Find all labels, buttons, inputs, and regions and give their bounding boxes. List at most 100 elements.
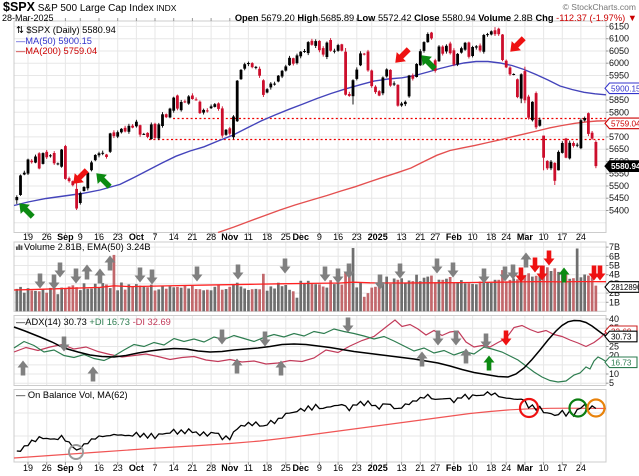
svg-text:2025: 2025 xyxy=(368,232,388,242)
svg-text:10: 10 xyxy=(539,232,549,242)
svg-text:6000: 6000 xyxy=(609,58,629,68)
svg-text:18: 18 xyxy=(262,232,272,242)
svg-text:21: 21 xyxy=(415,463,425,473)
svg-text:14: 14 xyxy=(169,463,179,473)
svg-text:Oct: Oct xyxy=(129,463,144,473)
svg-text:14: 14 xyxy=(169,232,179,242)
svg-text:Dec: Dec xyxy=(292,232,309,242)
svg-text:Mar: Mar xyxy=(517,463,534,473)
svg-text:16: 16 xyxy=(94,232,104,242)
svg-text:7: 7 xyxy=(152,232,157,242)
svg-text:40: 40 xyxy=(609,314,619,324)
svg-text:—MA(50) 5900.15: —MA(50) 5900.15 xyxy=(16,36,92,46)
svg-text:24: 24 xyxy=(501,232,511,242)
svg-text:24: 24 xyxy=(576,463,586,473)
svg-text:2025: 2025 xyxy=(368,463,388,473)
svg-text:10: 10 xyxy=(539,463,549,473)
svg-text:1B: 1B xyxy=(609,297,620,307)
svg-text:18: 18 xyxy=(486,232,496,242)
svg-text:28: 28 xyxy=(206,463,216,473)
svg-text:5759.04: 5759.04 xyxy=(611,119,639,128)
svg-text:11: 11 xyxy=(244,463,253,473)
svg-text:23: 23 xyxy=(113,232,123,242)
svg-text:5850: 5850 xyxy=(609,95,629,105)
svg-text:—MA(200) 5759.04: —MA(200) 5759.04 xyxy=(16,46,97,56)
svg-text:5500: 5500 xyxy=(609,181,629,191)
svg-text:28: 28 xyxy=(206,232,216,242)
svg-text:27: 27 xyxy=(430,463,440,473)
svg-text:5B: 5B xyxy=(609,261,620,271)
svg-text:5950: 5950 xyxy=(609,71,629,81)
svg-text:19: 19 xyxy=(23,232,33,242)
svg-text:Nov: Nov xyxy=(221,463,238,473)
svg-text:6B: 6B xyxy=(609,251,620,261)
svg-text:© StockCharts.com: © StockCharts.com xyxy=(563,2,636,12)
svg-text:21: 21 xyxy=(187,463,197,473)
svg-text:Sep: Sep xyxy=(57,463,74,473)
svg-text:10: 10 xyxy=(468,232,478,242)
svg-text:6050: 6050 xyxy=(609,46,629,56)
svg-text:21: 21 xyxy=(187,232,197,242)
svg-text:6100: 6100 xyxy=(609,34,629,44)
svg-text:Oct: Oct xyxy=(129,232,144,242)
svg-text:9: 9 xyxy=(317,463,322,473)
svg-text:Dec: Dec xyxy=(292,463,309,473)
svg-text:16: 16 xyxy=(333,463,343,473)
svg-text:5: 5 xyxy=(609,378,614,388)
svg-text:9: 9 xyxy=(78,232,83,242)
svg-text:Volume 2.81B, EMA(50) 3.24B: Volume 2.81B, EMA(50) 3.24B xyxy=(24,242,151,252)
svg-text:5450: 5450 xyxy=(609,193,629,203)
svg-text:25: 25 xyxy=(609,342,619,352)
svg-text:17: 17 xyxy=(557,463,567,473)
svg-text:4B: 4B xyxy=(609,270,620,280)
svg-text:5800: 5800 xyxy=(609,107,629,117)
svg-text:6150: 6150 xyxy=(609,21,629,31)
svg-text:11: 11 xyxy=(244,232,253,242)
svg-text:25: 25 xyxy=(281,463,291,473)
svg-text:28-Mar-2025: 28-Mar-2025 xyxy=(2,13,54,23)
svg-text:26: 26 xyxy=(42,232,52,242)
svg-text:⇅ $SPX (Daily) 5580.94: ⇅ $SPX (Daily) 5580.94 xyxy=(16,25,116,35)
svg-text:—ADX(14) 30.73 +DI 16.73 -DI 3: —ADX(14) 30.73 +DI 16.73 -DI 32.69 xyxy=(16,317,171,327)
svg-text:30.73: 30.73 xyxy=(611,333,632,342)
svg-text:2B: 2B xyxy=(609,288,620,298)
svg-text:24: 24 xyxy=(501,463,511,473)
svg-text:Feb: Feb xyxy=(446,232,463,242)
svg-text:Mar: Mar xyxy=(517,232,534,242)
svg-text:18: 18 xyxy=(486,463,496,473)
svg-text:27: 27 xyxy=(430,232,440,242)
svg-text:25: 25 xyxy=(281,232,291,242)
svg-text:Open 5679.20 High 5685.89 Low: Open 5679.20 High 5685.89 Low 5572.42 Cl… xyxy=(235,13,637,23)
svg-text:Sep: Sep xyxy=(57,232,74,242)
svg-text:5700: 5700 xyxy=(609,132,629,142)
svg-text:20: 20 xyxy=(609,351,619,361)
svg-text:13: 13 xyxy=(397,232,407,242)
svg-text:Nov: Nov xyxy=(221,232,238,242)
svg-text:$SPX S&P 500 Large Cap Index I: $SPX S&P 500 Large Cap Index INDX xyxy=(3,0,177,14)
svg-text:23: 23 xyxy=(352,232,362,242)
svg-text:Feb: Feb xyxy=(446,463,463,473)
svg-text:13: 13 xyxy=(397,463,407,473)
svg-text:10: 10 xyxy=(468,463,478,473)
svg-text:5550: 5550 xyxy=(609,169,629,179)
svg-text:16: 16 xyxy=(94,463,104,473)
svg-text:9: 9 xyxy=(317,232,322,242)
svg-text:5900.15: 5900.15 xyxy=(611,84,639,93)
svg-text:7B: 7B xyxy=(609,242,620,252)
svg-text:18: 18 xyxy=(262,463,272,473)
svg-text:21: 21 xyxy=(415,232,425,242)
svg-text:2812896: 2812896 xyxy=(611,283,639,292)
svg-text:16.73: 16.73 xyxy=(611,358,632,367)
svg-text:23: 23 xyxy=(113,463,123,473)
svg-text:17: 17 xyxy=(557,232,567,242)
svg-text:26: 26 xyxy=(42,463,52,473)
svg-text:5650: 5650 xyxy=(609,144,629,154)
svg-text:— On Balance Vol, MA(62): — On Balance Vol, MA(62) xyxy=(16,390,128,400)
svg-text:16: 16 xyxy=(333,232,343,242)
svg-text:24: 24 xyxy=(576,232,586,242)
svg-text:9: 9 xyxy=(78,463,83,473)
svg-text:19: 19 xyxy=(23,463,33,473)
svg-text:10: 10 xyxy=(609,369,619,379)
svg-text:7: 7 xyxy=(152,463,157,473)
svg-text:5580.94: 5580.94 xyxy=(611,162,639,171)
